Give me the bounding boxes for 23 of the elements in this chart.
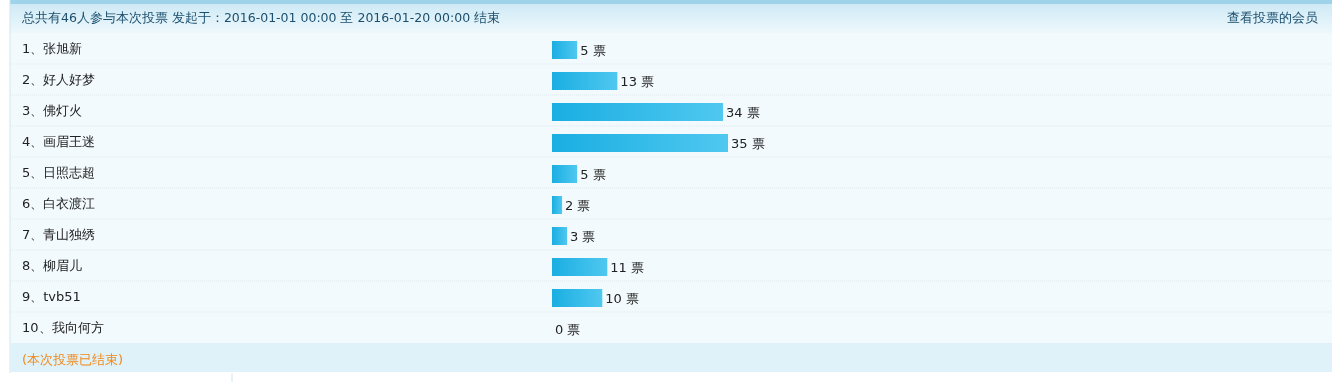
data-label: 35 票 xyxy=(731,136,765,151)
y-tick-label: 6、白衣渡江 xyxy=(22,196,96,211)
text: (本次投票已结束) xyxy=(22,352,124,367)
y-tick-label: 4、画眉王迷 xyxy=(22,134,96,149)
text: 总共有46人参与本次投票 发起于：2016-01-01 00:00 至 2016-01-20 00:00 结束 xyxy=(21,10,501,25)
y-tick-label: 10、我向何方 xyxy=(22,320,104,335)
y-tick-label: 2、好人好梦 xyxy=(22,72,96,87)
y-tick-label: 1、张旭新 xyxy=(22,41,83,56)
y-tick-label: 7、青山独绣 xyxy=(22,227,96,242)
y-tick-label: 8、柳眉儿 xyxy=(22,258,83,273)
data-label: 3 票 xyxy=(570,229,596,244)
data-label: 0 票 xyxy=(555,322,581,337)
y-tick-label: 9、tvb51 xyxy=(22,289,81,304)
data-label: 2 票 xyxy=(565,198,591,213)
data-label: 11 票 xyxy=(610,260,644,275)
data-label: 34 票 xyxy=(725,105,760,120)
data-label: 13 票 xyxy=(620,74,655,89)
y-tick-label: 3、佛灯火 xyxy=(22,103,83,118)
data-label: 5 票 xyxy=(580,167,606,182)
data-label: 5 票 xyxy=(580,43,606,58)
text: 查看投票的会员 xyxy=(1227,10,1318,25)
y-tick-label: 5、日照志超 xyxy=(22,165,96,180)
data-label: 10 票 xyxy=(605,291,639,306)
